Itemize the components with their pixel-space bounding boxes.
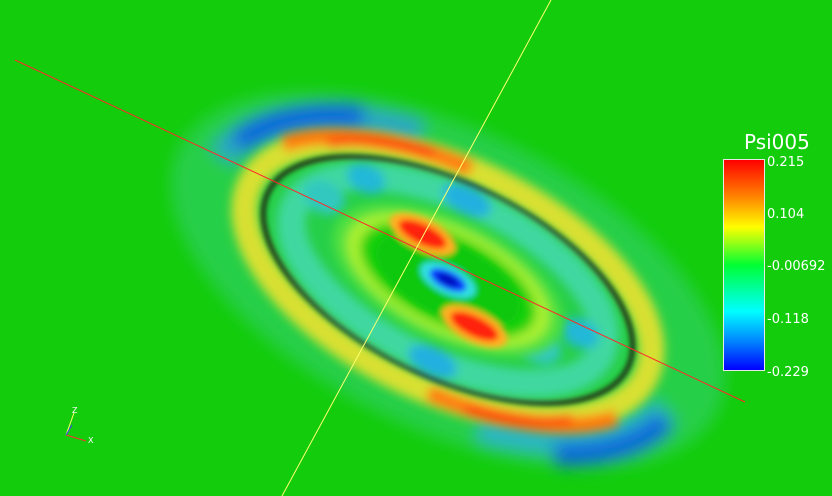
outer-ring: [231, 128, 665, 434]
colorbar-tick-min: -0.229: [767, 365, 809, 380]
colorbar[interactable]: [723, 159, 765, 371]
colorbar-tick-4: -0.118: [767, 312, 809, 327]
middle-ring: [277, 162, 619, 398]
colorbar-gradient: [724, 160, 764, 370]
orientation-axes-widget: Z X: [58, 403, 98, 448]
colorbar-tick-max: 0.215: [767, 155, 805, 170]
red-axis-line: [14, 59, 746, 403]
yellow-axis-line: [281, 0, 552, 496]
colorbar-tick-2: 0.104: [767, 207, 805, 222]
axis-label-z: Z: [72, 406, 78, 415]
axis-label-x: X: [88, 436, 94, 445]
colorbar-title: Psi005: [744, 130, 810, 154]
colorbar-tick-mid: -0.00692: [767, 259, 826, 274]
dark-band: [260, 153, 636, 407]
orientation-axes-icon: [65, 412, 87, 442]
